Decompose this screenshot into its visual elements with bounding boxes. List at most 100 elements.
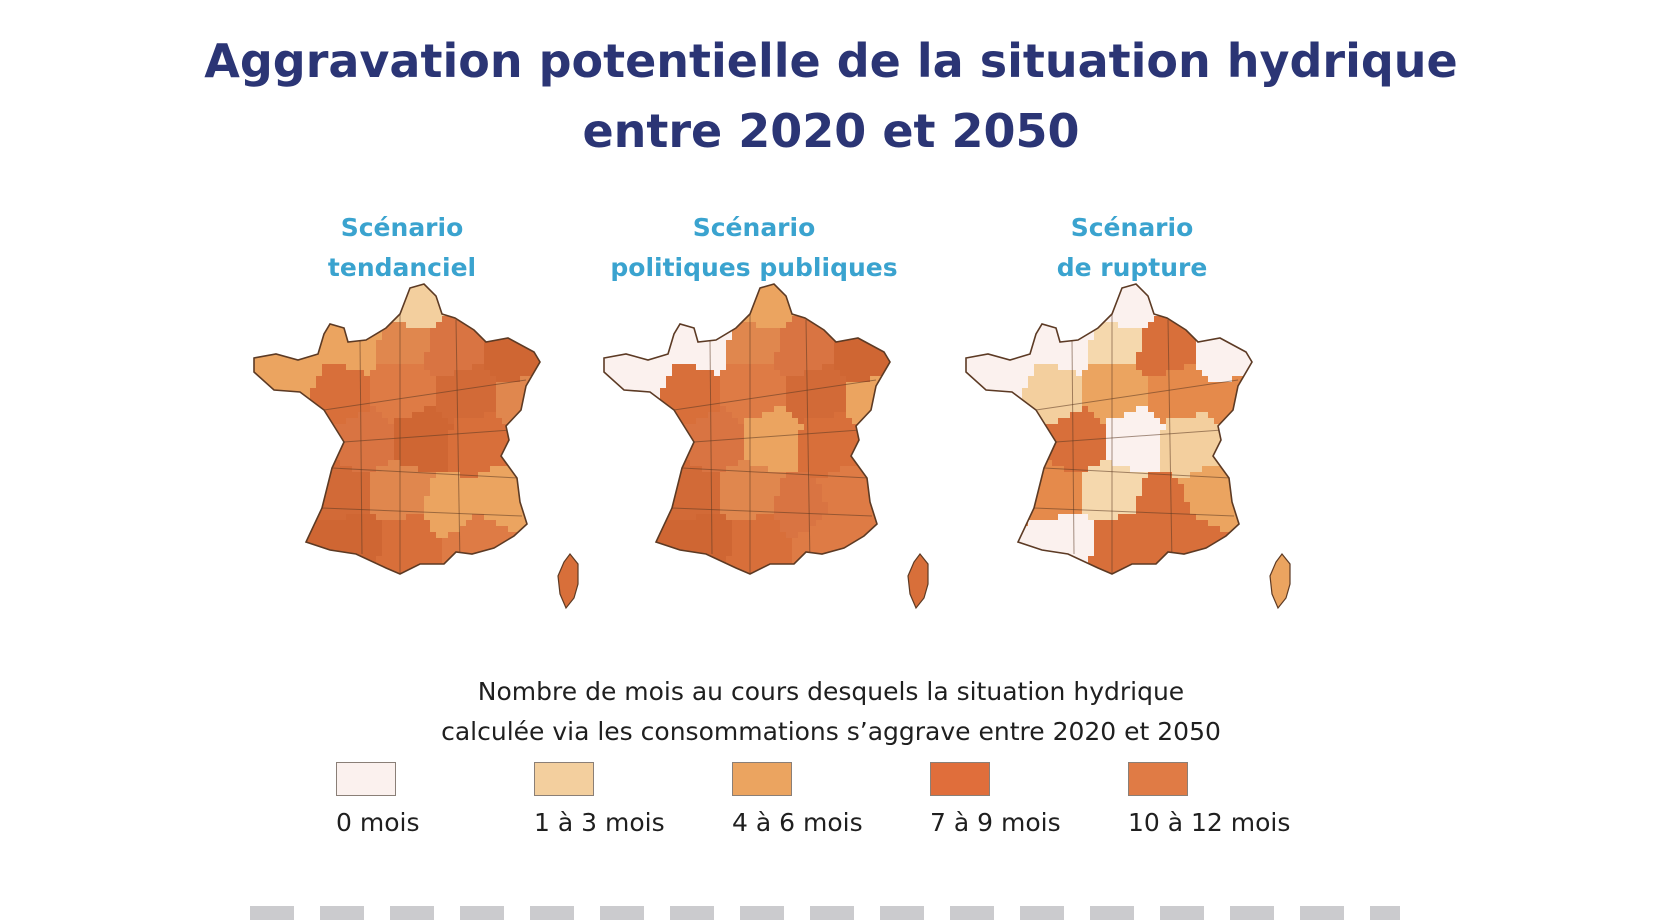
region-cell bbox=[804, 340, 811, 347]
region-cell bbox=[448, 292, 455, 299]
region-cell bbox=[654, 292, 661, 299]
region-cell bbox=[412, 376, 419, 383]
region-cell bbox=[484, 562, 491, 569]
region-cell bbox=[606, 436, 613, 443]
region-cell bbox=[430, 508, 437, 515]
region-cell bbox=[472, 466, 479, 473]
region-cell bbox=[894, 376, 901, 383]
region-cell bbox=[672, 418, 679, 425]
region-cell bbox=[460, 286, 467, 293]
region-cell bbox=[756, 412, 763, 419]
region-cell bbox=[684, 304, 691, 311]
region-cell bbox=[624, 376, 631, 383]
region-cell bbox=[502, 298, 509, 305]
region-cell bbox=[738, 358, 745, 365]
region-cell bbox=[762, 550, 769, 557]
region-cell bbox=[310, 466, 317, 473]
region-cell bbox=[624, 466, 631, 473]
region-cell bbox=[346, 310, 353, 317]
region-cell bbox=[852, 304, 859, 311]
region-cell bbox=[738, 514, 745, 521]
region-cell bbox=[858, 286, 865, 293]
region-cell bbox=[672, 574, 679, 581]
region-cell bbox=[412, 304, 419, 311]
region-cell bbox=[382, 388, 389, 395]
region-cell bbox=[322, 460, 329, 467]
region-cell bbox=[544, 346, 551, 353]
region-cell bbox=[720, 340, 727, 347]
region-cell bbox=[786, 490, 793, 497]
region-cell bbox=[424, 352, 431, 359]
region-cell bbox=[436, 568, 443, 575]
region-cell bbox=[508, 280, 515, 287]
region-cell bbox=[660, 478, 667, 485]
region-cell bbox=[630, 556, 637, 563]
region-cell bbox=[442, 478, 449, 485]
region-cell bbox=[304, 388, 311, 395]
region-cell bbox=[424, 400, 431, 407]
region-cell bbox=[786, 346, 793, 353]
region-cell bbox=[672, 286, 679, 293]
region-cell bbox=[864, 394, 871, 401]
region-cell bbox=[762, 544, 769, 551]
region-cell bbox=[436, 424, 443, 431]
region-cell bbox=[514, 346, 521, 353]
region-cell bbox=[756, 340, 763, 347]
region-cell bbox=[430, 328, 437, 335]
region-cell bbox=[690, 358, 697, 365]
region-cell bbox=[732, 574, 739, 581]
region-cell bbox=[828, 406, 835, 413]
region-cell bbox=[544, 454, 551, 461]
region-cell bbox=[666, 376, 673, 383]
region-cell bbox=[250, 490, 257, 497]
region-cell bbox=[648, 514, 655, 521]
region-cell bbox=[714, 316, 721, 323]
region-cell bbox=[286, 466, 293, 473]
region-cell bbox=[876, 316, 883, 323]
region-cell bbox=[424, 448, 431, 455]
region-cell bbox=[418, 352, 425, 359]
region-cell bbox=[448, 472, 455, 479]
region-cell bbox=[696, 472, 703, 479]
region-cell bbox=[840, 400, 847, 407]
region-cell bbox=[642, 496, 649, 503]
region-cell bbox=[442, 352, 449, 359]
region-cell bbox=[250, 310, 257, 317]
region-cell bbox=[852, 298, 859, 305]
region-cell bbox=[714, 418, 721, 425]
region-cell bbox=[834, 280, 841, 287]
region-cell bbox=[526, 286, 533, 293]
region-cell bbox=[430, 562, 437, 569]
region-cell bbox=[514, 292, 521, 299]
region-cell bbox=[618, 484, 625, 491]
region-cell bbox=[648, 466, 655, 473]
region-cell bbox=[448, 562, 455, 569]
region-cell bbox=[460, 562, 467, 569]
region-cell bbox=[672, 370, 679, 377]
region-cell bbox=[660, 472, 667, 479]
region-cell bbox=[544, 280, 551, 287]
region-cell bbox=[786, 400, 793, 407]
region-cell bbox=[490, 322, 497, 329]
region-cell bbox=[514, 298, 521, 305]
region-cell bbox=[852, 478, 859, 485]
region-cell bbox=[280, 328, 287, 335]
region-cell bbox=[714, 538, 721, 545]
region-cell bbox=[460, 436, 467, 443]
region-cell bbox=[262, 328, 269, 335]
region-cell bbox=[780, 538, 787, 545]
region-cell bbox=[636, 430, 643, 437]
region-cell bbox=[690, 430, 697, 437]
region-cell bbox=[864, 310, 871, 317]
region-cell bbox=[364, 388, 371, 395]
region-cell bbox=[256, 484, 263, 491]
region-cell bbox=[840, 328, 847, 335]
region-cell bbox=[606, 400, 613, 407]
region-cell bbox=[816, 340, 823, 347]
region-cell bbox=[876, 466, 883, 473]
region-cell bbox=[526, 502, 533, 509]
region-cell bbox=[882, 436, 889, 443]
region-cell bbox=[382, 544, 389, 551]
region-cell bbox=[496, 376, 503, 383]
region-cell bbox=[298, 424, 305, 431]
